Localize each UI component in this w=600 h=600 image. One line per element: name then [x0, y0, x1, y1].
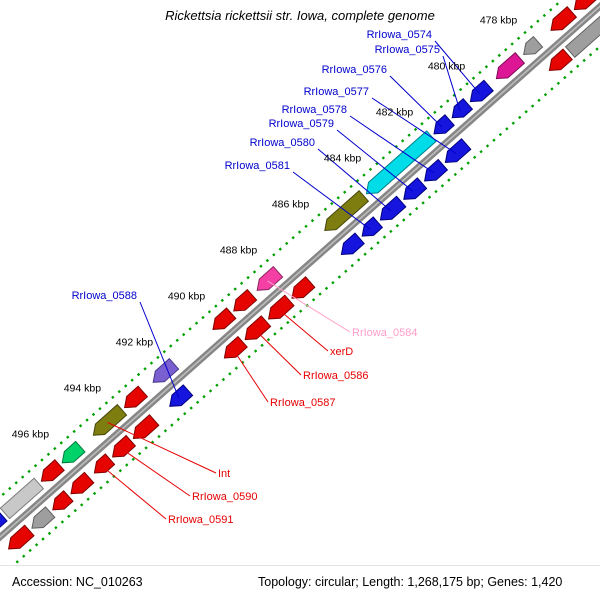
- scale-tick-label: 490 kbp: [168, 291, 206, 303]
- scale-tick-label: 492 kbp: [116, 337, 154, 349]
- gene-arrow[interactable]: [550, 5, 578, 31]
- gene-arrow[interactable]: [212, 307, 237, 330]
- scale-tick-label: 494 kbp: [64, 383, 102, 395]
- gene-label-leader-line: [442, 55, 461, 111]
- gene-arrow[interactable]: [223, 335, 248, 359]
- gene-arrow[interactable]: [0, 477, 45, 520]
- gene-label-leader-line: [101, 465, 167, 520]
- scale-tick-label: 488 kbp: [220, 245, 258, 257]
- gene-label: Int: [218, 468, 230, 480]
- gene-arrow[interactable]: [92, 403, 128, 436]
- gene-arrow[interactable]: [267, 294, 295, 320]
- genome-backbone-centerline: [0, 5, 600, 539]
- gene-arrow[interactable]: [340, 232, 365, 256]
- gene-arrow[interactable]: [291, 276, 316, 299]
- gene-label: RrIowa_0581: [225, 160, 290, 172]
- gene-label-leader-line: [371, 97, 457, 154]
- gene-arrow[interactable]: [40, 459, 65, 482]
- scale-tick-label: 478 kbp: [480, 15, 518, 27]
- gene-arrow[interactable]: [233, 288, 258, 312]
- gene-arrow[interactable]: [132, 414, 160, 440]
- gene-arrow[interactable]: [61, 440, 86, 464]
- gene-label-leader-line: [292, 171, 371, 230]
- gene-arrow[interactable]: [451, 97, 474, 119]
- gene-arrow[interactable]: [361, 216, 384, 237]
- gene-label: xerD: [330, 346, 353, 358]
- gene-label-leader-line: [349, 115, 434, 174]
- gene-arrow[interactable]: [70, 471, 95, 495]
- gene-arrow[interactable]: [52, 490, 74, 511]
- gene-label: RrIowa_0584: [352, 327, 417, 339]
- gene-label: RrIowa_0577: [304, 86, 369, 98]
- gene-arrow[interactable]: [573, 0, 600, 11]
- gene-label-leader-line: [434, 40, 480, 94]
- genome-info-text: Topology: circular; Length: 1,268,175 bp…: [258, 575, 563, 589]
- gene-arrow[interactable]: [324, 189, 370, 232]
- gene-arrow[interactable]: [111, 434, 137, 458]
- gene-arrow[interactable]: [256, 265, 284, 291]
- gene-arrow[interactable]: [123, 385, 149, 409]
- gene-label-leader-line: [121, 448, 191, 497]
- gene-label-leader-line: [336, 129, 414, 192]
- gene-arrow[interactable]: [495, 51, 526, 80]
- genome-title: Rickettsia rickettsii str. Iowa, complet…: [165, 8, 435, 23]
- gene-label-leader-line: [267, 280, 351, 333]
- gene-arrow[interactable]: [244, 315, 272, 341]
- scale-dotted-line-outer: [0, 0, 564, 499]
- gene-label: RrIowa_0591: [168, 514, 233, 526]
- scale-tick-label: 496 kbp: [12, 429, 50, 441]
- gene-arrow[interactable]: [31, 506, 56, 529]
- gene-label-leader-line: [107, 422, 217, 474]
- gene-label: RrIowa_0575: [375, 44, 440, 56]
- gene-arrow[interactable]: [423, 158, 449, 182]
- gene-label-leader-line: [255, 330, 302, 376]
- gene-arrow[interactable]: [403, 177, 428, 200]
- gene-label: RrIowa_0576: [322, 64, 387, 76]
- status-bar: Accession: NC_010263 Topology: circular;…: [0, 565, 600, 600]
- accession-text: Accession: NC_010263: [12, 575, 143, 589]
- gene-label: RrIowa_0574: [367, 29, 432, 41]
- scale-tick-label: 486 kbp: [272, 199, 310, 211]
- gene-arrow[interactable]: [152, 357, 180, 383]
- gene-arrow[interactable]: [433, 114, 455, 135]
- gene-label: RrIowa_0578: [282, 104, 347, 116]
- gene-label: RrIowa_0580: [250, 137, 315, 149]
- gene-label-leader-line: [278, 309, 329, 352]
- scale-tick-label: 484 kbp: [324, 153, 362, 165]
- gene-arrow[interactable]: [0, 510, 8, 529]
- gene-arrow[interactable]: [523, 35, 544, 56]
- gene-label-leader-line: [139, 301, 180, 399]
- gene-label: RrIowa_0590: [192, 491, 257, 503]
- gene-label: RrIowa_0587: [270, 397, 335, 409]
- gene-label-leader-line: [317, 148, 392, 212]
- gene-label-leader-line: [233, 349, 269, 403]
- gene-arrow[interactable]: [169, 384, 194, 407]
- gene-arrow[interactable]: [548, 48, 573, 72]
- gene-label: RrIowa_0586: [303, 370, 368, 382]
- gene-label: RrIowa_0579: [269, 118, 334, 130]
- gene-arrow[interactable]: [379, 195, 407, 221]
- gene-arrow[interactable]: [7, 524, 35, 550]
- gene-arrow[interactable]: [93, 453, 116, 474]
- gene-arrow[interactable]: [469, 79, 494, 103]
- scale-tick-label: 480 kbp: [428, 61, 466, 73]
- gene-label: RrIowa_0588: [72, 290, 137, 302]
- scale-tick-label: 482 kbp: [376, 107, 414, 119]
- gene-arrow[interactable]: [564, 15, 600, 59]
- gene-label-leader-line: [389, 75, 443, 128]
